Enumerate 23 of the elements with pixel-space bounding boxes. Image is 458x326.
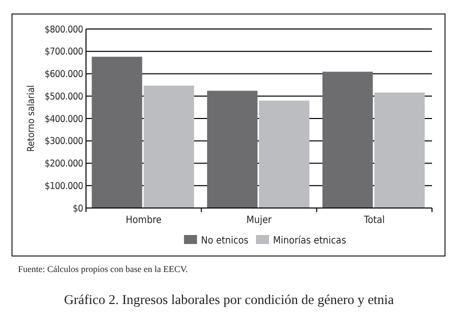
- bar: [92, 56, 142, 208]
- y-tick-label: $300.000: [44, 136, 83, 148]
- y-axis-title: Retorno salarial: [26, 85, 37, 152]
- text: Gráfico 2. Ingresos laborales por condición de género y etnia: [64, 292, 394, 307]
- y-tick-label: $800.000: [44, 24, 83, 36]
- x-tick-label: Hombre: [126, 215, 162, 226]
- x-tick-label: Total: [362, 215, 385, 226]
- source-note: Fuente: Cálculos propios con base en la EECV.: [18, 264, 188, 274]
- bar: [259, 100, 310, 208]
- y-tick-label: $0: [72, 203, 83, 214]
- bar: [374, 92, 425, 208]
- bar: [144, 86, 194, 208]
- x-tick-label: Mujer: [246, 215, 272, 226]
- y-tick-label: $400.000: [44, 114, 83, 125]
- bar: [207, 90, 258, 208]
- bar: [322, 72, 373, 208]
- y-tick-label: $600.000: [44, 69, 83, 80]
- y-tick-label: $700.000: [44, 46, 83, 58]
- legend-label: Minorías etnicas: [273, 236, 346, 246]
- y-tick-label: $100.000: [44, 180, 83, 192]
- y-tick-label: $500.000: [44, 91, 83, 102]
- legend-label: No etnicos: [201, 236, 249, 246]
- y-tick-label: $200.000: [44, 158, 83, 170]
